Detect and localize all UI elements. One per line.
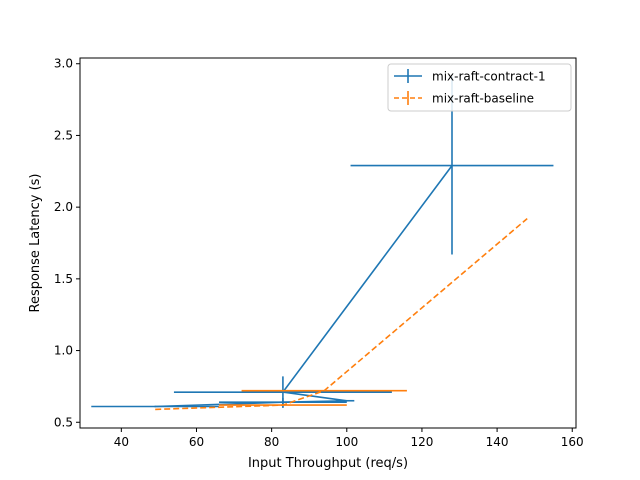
- x-tick-label-100: 100: [335, 435, 358, 449]
- series-2: [155, 217, 528, 411]
- y-tick-label-2: 1.5: [54, 272, 73, 286]
- x-axis-label: Input Throughput (req/s): [248, 456, 408, 471]
- x-tick-label-160: 160: [561, 435, 584, 449]
- legend-entry-1: mix-raft-contract-1: [394, 69, 546, 84]
- x-tick-label-80: 80: [264, 435, 279, 449]
- legend-label-1: mix-raft-contract-1: [432, 70, 546, 84]
- plot-area: [80, 58, 576, 428]
- series-1-line: [155, 165, 453, 408]
- y-tick-label-4: 2.5: [54, 128, 73, 142]
- x-tick-label-60: 60: [189, 435, 204, 449]
- x-tick-label-40: 40: [114, 435, 129, 449]
- plot-frame: [79, 57, 577, 429]
- y-tick-label-3: 2.0: [54, 200, 73, 214]
- series-2-line: [155, 217, 528, 411]
- x-tick-label-140: 140: [486, 435, 509, 449]
- x-tick-label-120: 120: [410, 435, 433, 449]
- y-tick-label-1: 1.0: [54, 344, 73, 358]
- x-axis: 40 60 80 100 120 140 160: [114, 428, 584, 449]
- legend-label-2: mix-raft-baseline: [432, 92, 534, 106]
- y-tick-label-5: 3.0: [54, 57, 73, 71]
- legend-entry-2: mix-raft-baseline: [394, 91, 534, 106]
- y-axis-label: Response Latency (s): [28, 173, 43, 312]
- y-tick-label-0: 0.5: [54, 415, 73, 429]
- y-axis: 0.5 1.0 1.5 2.0 2.5 3.0: [54, 57, 80, 429]
- legend: mix-raft-contract-1 mix-raft-baseline: [387, 63, 572, 112]
- legend-box: [387, 63, 572, 112]
